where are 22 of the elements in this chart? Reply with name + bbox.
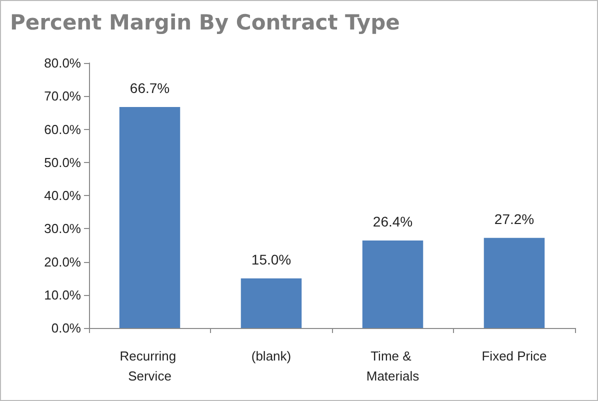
x-tick-label: Fixed Price	[482, 348, 547, 364]
bar	[119, 107, 180, 328]
data-label: 15.0%	[251, 251, 292, 268]
x-tick-label: Time & Materials	[366, 348, 420, 384]
data-label: 66.7%	[130, 80, 170, 96]
y-tick-label: 80.0%	[44, 56, 82, 70]
bar	[240, 278, 302, 328]
y-tick-label: 60.0%	[44, 122, 82, 137]
bar	[484, 238, 545, 328]
y-tick-label: 40.0%	[44, 188, 82, 203]
chart-title: Percent Margin By Contract Type	[10, 10, 400, 34]
y-tick-label: 20.0%	[44, 254, 82, 270]
data-label: 26.4%	[372, 214, 413, 230]
x-tick-label: (blank)	[251, 348, 292, 364]
y-tick-label: 50.0%	[44, 154, 82, 170]
y-tick-label: 70.0%	[44, 88, 82, 104]
y-tick-label: 30.0%	[44, 221, 82, 236]
data-label: 27.2%	[494, 210, 534, 227]
bar	[362, 240, 424, 328]
y-tick-label: 10.0%	[44, 287, 82, 302]
x-tick-label: Recurring Service	[120, 348, 180, 384]
y-tick-label: 0.0%	[51, 320, 82, 336]
